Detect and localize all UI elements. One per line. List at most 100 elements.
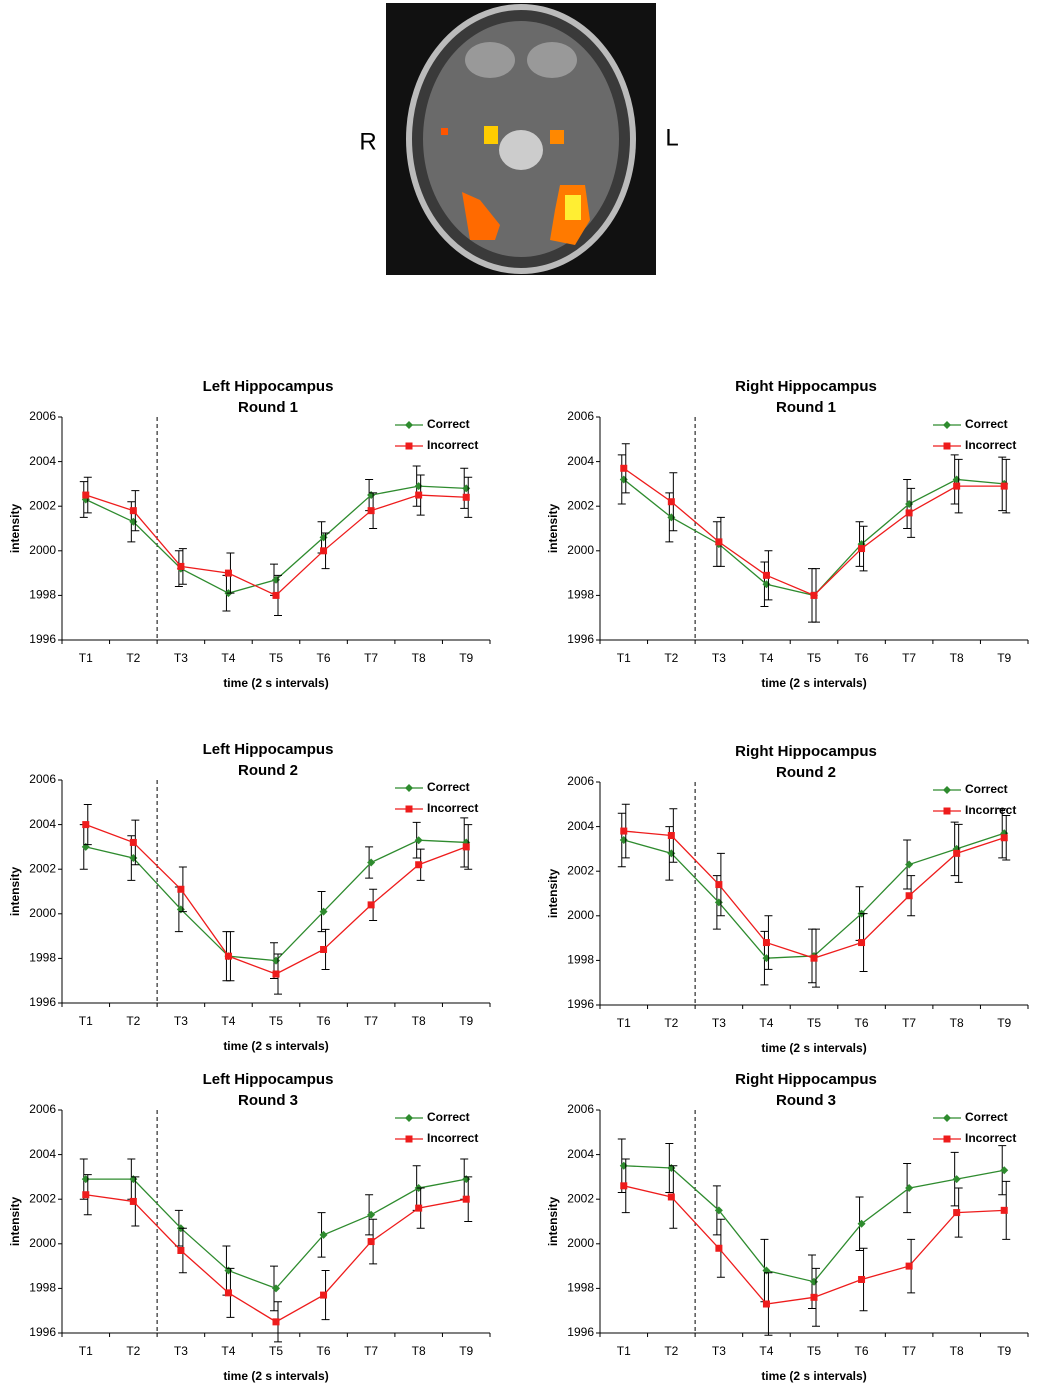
x-tick-label: T1 bbox=[617, 1016, 631, 1030]
x-axis-label: time (2 s intervals) bbox=[761, 1041, 866, 1055]
y-tick-label: 2002 bbox=[567, 1191, 594, 1205]
x-tick-label: T2 bbox=[126, 1344, 140, 1358]
marker bbox=[415, 1204, 423, 1212]
y-tick-label: 2006 bbox=[29, 1102, 56, 1116]
marker bbox=[177, 562, 185, 570]
y-tick-label: 2004 bbox=[29, 1147, 56, 1161]
legend-marker bbox=[405, 784, 413, 792]
x-tick-label: T3 bbox=[174, 1014, 188, 1028]
series-line bbox=[85, 1178, 467, 1290]
x-tick-label: T9 bbox=[997, 1344, 1011, 1358]
marker bbox=[905, 509, 913, 517]
x-axis-label: time (2 s intervals) bbox=[761, 1369, 866, 1383]
x-tick-label: T1 bbox=[617, 1344, 631, 1358]
marker bbox=[367, 1210, 376, 1219]
x-axis-label: time (2 s intervals) bbox=[761, 676, 866, 690]
marker bbox=[367, 901, 375, 909]
chart-title: Left Hippocampus bbox=[203, 1071, 334, 1088]
marker bbox=[462, 493, 470, 501]
marker bbox=[952, 1175, 961, 1184]
marker bbox=[81, 842, 90, 851]
mri-image bbox=[386, 3, 656, 275]
y-axis-label: intensity bbox=[546, 869, 560, 919]
x-tick-label: T4 bbox=[759, 1344, 773, 1358]
marker bbox=[857, 1219, 866, 1228]
x-axis-label: time (2 s intervals) bbox=[223, 676, 328, 690]
marker bbox=[714, 1206, 723, 1215]
x-tick-label: T4 bbox=[759, 1016, 773, 1030]
marker bbox=[462, 1175, 471, 1184]
x-tick-label: T3 bbox=[712, 1344, 726, 1358]
marker bbox=[462, 1195, 470, 1203]
marker bbox=[858, 939, 866, 947]
y-tick-label: 1998 bbox=[567, 1281, 594, 1295]
x-tick-label: T5 bbox=[807, 1344, 821, 1358]
legend-label: Incorrect bbox=[427, 801, 478, 815]
x-tick-label: T8 bbox=[950, 1016, 964, 1030]
series-line bbox=[623, 467, 1005, 597]
marker bbox=[81, 1175, 90, 1184]
y-tick-label: 2006 bbox=[29, 772, 56, 786]
y-tick-label: 1998 bbox=[29, 1281, 56, 1295]
chart-title: Right Hippocampus bbox=[735, 743, 877, 760]
chart-title: Left Hippocampus bbox=[203, 741, 334, 758]
marker bbox=[177, 885, 185, 893]
activation-blob bbox=[550, 130, 564, 144]
legend-label: Incorrect bbox=[965, 438, 1016, 452]
x-tick-label: T6 bbox=[317, 1014, 331, 1028]
marker bbox=[667, 832, 675, 840]
y-tick-label: 2000 bbox=[567, 543, 594, 557]
y-tick-label: 1996 bbox=[29, 995, 56, 1009]
x-tick-label: T6 bbox=[317, 651, 331, 665]
legend-marker bbox=[405, 805, 413, 813]
marker bbox=[1000, 834, 1008, 842]
marker bbox=[620, 827, 628, 835]
marker bbox=[619, 1161, 628, 1170]
marker bbox=[1000, 1166, 1009, 1175]
marker bbox=[272, 591, 280, 599]
activation-blob bbox=[462, 192, 500, 240]
x-tick-label: T1 bbox=[79, 1344, 93, 1358]
y-tick-label: 2002 bbox=[29, 498, 56, 512]
y-axis-label: intensity bbox=[8, 504, 22, 554]
x-tick-label: T8 bbox=[950, 1344, 964, 1358]
marker bbox=[272, 1318, 280, 1326]
marker bbox=[224, 569, 232, 577]
mri-structure bbox=[465, 42, 515, 78]
legend-marker bbox=[943, 807, 951, 815]
x-tick-label: T2 bbox=[664, 1016, 678, 1030]
x-tick-label: T3 bbox=[712, 1016, 726, 1030]
marker bbox=[905, 1262, 913, 1270]
x-tick-label: T1 bbox=[617, 651, 631, 665]
x-tick-label: T3 bbox=[174, 1344, 188, 1358]
marker bbox=[620, 1182, 628, 1190]
marker bbox=[810, 1293, 818, 1301]
y-tick-label: 2000 bbox=[567, 1236, 594, 1250]
marker bbox=[810, 591, 818, 599]
chart-subtitle: Round 3 bbox=[238, 1092, 298, 1109]
x-tick-label: T7 bbox=[364, 651, 378, 665]
y-tick-label: 2000 bbox=[29, 906, 56, 920]
marker bbox=[414, 836, 423, 845]
y-tick-label: 2004 bbox=[29, 454, 56, 468]
marker bbox=[715, 1244, 723, 1252]
marker bbox=[619, 835, 628, 844]
x-tick-label: T8 bbox=[412, 1014, 426, 1028]
marker bbox=[1000, 482, 1008, 490]
legend-label: Incorrect bbox=[965, 1131, 1016, 1145]
marker bbox=[319, 1230, 328, 1239]
legend-label: Incorrect bbox=[427, 1131, 478, 1145]
y-tick-label: 1998 bbox=[29, 588, 56, 602]
y-tick-label: 2004 bbox=[567, 454, 594, 468]
x-tick-label: T7 bbox=[902, 651, 916, 665]
y-tick-label: 1998 bbox=[567, 953, 594, 967]
marker bbox=[272, 970, 280, 978]
chart-subtitle: Round 2 bbox=[776, 764, 836, 781]
chart-subtitle: Round 2 bbox=[238, 762, 298, 779]
marker bbox=[224, 1289, 232, 1297]
activation-blob bbox=[565, 195, 581, 220]
marker bbox=[462, 843, 470, 851]
marker bbox=[762, 571, 770, 579]
marker bbox=[82, 1191, 90, 1199]
